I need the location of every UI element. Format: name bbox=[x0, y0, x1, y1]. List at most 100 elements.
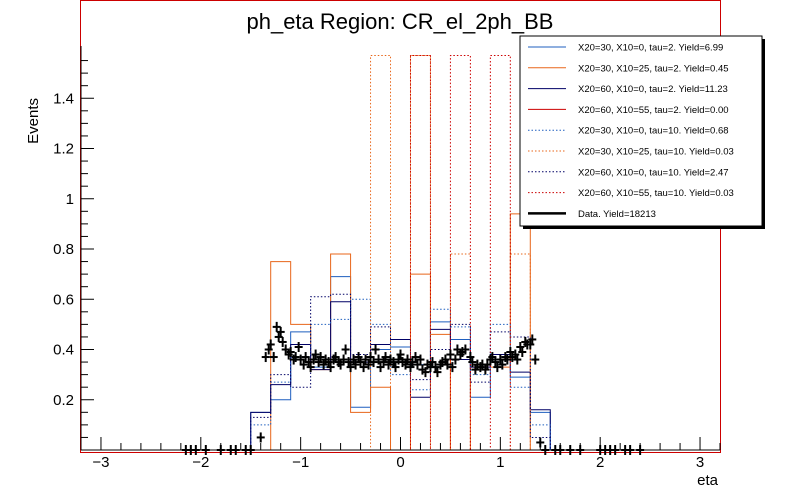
data-point bbox=[274, 331, 283, 342]
data-point bbox=[326, 362, 335, 373]
x-tick-label: 0 bbox=[396, 454, 404, 471]
data-point bbox=[498, 359, 507, 370]
data-point bbox=[361, 354, 370, 365]
data-point bbox=[441, 354, 450, 365]
data-point bbox=[331, 352, 340, 363]
data-point bbox=[471, 364, 480, 375]
data-point bbox=[428, 357, 437, 368]
y-tick-label: 0.6 bbox=[53, 291, 74, 308]
data-point bbox=[528, 334, 537, 345]
data-point bbox=[421, 367, 430, 378]
data-point bbox=[483, 359, 492, 370]
data-point bbox=[431, 362, 440, 373]
y-tick-label: 0.4 bbox=[53, 342, 74, 359]
data-point bbox=[448, 362, 457, 373]
data-point bbox=[488, 352, 497, 363]
legend-entry: X20=30, X10=25, tau=10. Yield=0.03 bbox=[578, 147, 734, 158]
data-point bbox=[526, 339, 535, 350]
data-point bbox=[356, 357, 365, 368]
data-point bbox=[379, 357, 388, 368]
data-point bbox=[359, 362, 368, 373]
data-point bbox=[339, 354, 348, 365]
data-point bbox=[453, 344, 462, 355]
x-tick-label: 3 bbox=[696, 454, 704, 471]
data-point bbox=[354, 352, 363, 363]
series-7-histogram bbox=[250, 55, 551, 451]
data-point bbox=[411, 352, 420, 363]
data-point bbox=[256, 432, 265, 443]
series-5-histogram bbox=[250, 55, 551, 451]
data-point bbox=[272, 321, 281, 332]
data-point bbox=[451, 354, 460, 365]
data-point bbox=[443, 359, 452, 370]
data-point bbox=[261, 352, 270, 363]
data-point bbox=[381, 352, 390, 363]
y-tick-label: 0.2 bbox=[53, 392, 74, 409]
data-point bbox=[314, 357, 323, 368]
data-point bbox=[349, 354, 358, 365]
data-point bbox=[324, 357, 333, 368]
data-point bbox=[516, 341, 525, 352]
legend-entry: X20=30, X10=0, tau=10. Yield=0.68 bbox=[578, 126, 729, 137]
x-tick-label: 2 bbox=[596, 454, 604, 471]
data-point bbox=[416, 354, 425, 365]
data-point bbox=[346, 362, 355, 373]
data-point bbox=[278, 336, 287, 347]
legend-entry: X20=60, X10=55, tau=10. Yield=0.03 bbox=[578, 188, 734, 199]
data-point bbox=[304, 357, 313, 368]
y-tick-label: 0.8 bbox=[53, 241, 74, 258]
data-point bbox=[511, 349, 520, 360]
data-point bbox=[374, 354, 383, 365]
data-point bbox=[306, 362, 315, 373]
data-point bbox=[513, 354, 522, 365]
data-point bbox=[518, 347, 527, 358]
data-point bbox=[269, 352, 278, 363]
data-point bbox=[413, 359, 422, 370]
legend-entry: X20=60, X10=0, tau=2. Yield=11.23 bbox=[578, 84, 728, 95]
data-point bbox=[503, 354, 512, 365]
y-axis-label: Events bbox=[25, 98, 42, 144]
x-tick-label: 1 bbox=[496, 454, 504, 471]
data-point bbox=[403, 354, 412, 365]
legend-entry: X20=30, X10=25, tau=2. Yield=0.45 bbox=[578, 63, 729, 74]
data-point bbox=[364, 359, 373, 370]
legend: X20=30, X10=0, tau=2. Yield=6.99 X20=30, … bbox=[519, 35, 765, 229]
x-axis-label: eta bbox=[697, 472, 719, 489]
data-point bbox=[401, 359, 410, 370]
data-point bbox=[369, 357, 378, 368]
data-point bbox=[389, 357, 398, 368]
data-point bbox=[311, 349, 320, 360]
legend-entry: X20=30, X10=0, tau=2. Yield=6.99 bbox=[578, 43, 723, 54]
y-tick-label: 1 bbox=[66, 191, 74, 208]
data-point bbox=[396, 349, 405, 360]
legend-entry: X20=60, X10=0, tau=10. Yield=2.47 bbox=[578, 167, 729, 178]
chart-title: ph_eta Region: CR_el_2ph_BB bbox=[246, 9, 553, 34]
data-point bbox=[371, 344, 380, 355]
data-point bbox=[481, 364, 490, 375]
data-point bbox=[491, 357, 500, 368]
data-point bbox=[506, 347, 515, 358]
data-point bbox=[291, 352, 300, 363]
data-point bbox=[299, 359, 308, 370]
data-point bbox=[406, 362, 415, 373]
data-point bbox=[351, 359, 360, 370]
data-point bbox=[341, 344, 350, 355]
data-point bbox=[461, 344, 470, 355]
data-point bbox=[408, 357, 417, 368]
data-point bbox=[466, 352, 475, 363]
x-tick-label: −1 bbox=[292, 454, 309, 471]
data-point bbox=[376, 362, 385, 373]
x-tick-label: −2 bbox=[192, 454, 209, 471]
x-tick-label: −3 bbox=[92, 454, 109, 471]
series-6-histogram bbox=[250, 293, 551, 450]
series-4-histogram bbox=[250, 298, 551, 450]
data-point bbox=[366, 352, 375, 363]
data-point bbox=[433, 367, 442, 378]
data-point bbox=[266, 339, 275, 350]
data-point bbox=[276, 326, 285, 337]
legend-entry: Data. Yield=18213 bbox=[578, 209, 656, 220]
data-point bbox=[294, 341, 303, 352]
data-point bbox=[281, 344, 290, 355]
data-point bbox=[384, 359, 393, 370]
legend-entry: X20=60, X10=55, tau=2. Yield=0.00 bbox=[578, 105, 729, 116]
